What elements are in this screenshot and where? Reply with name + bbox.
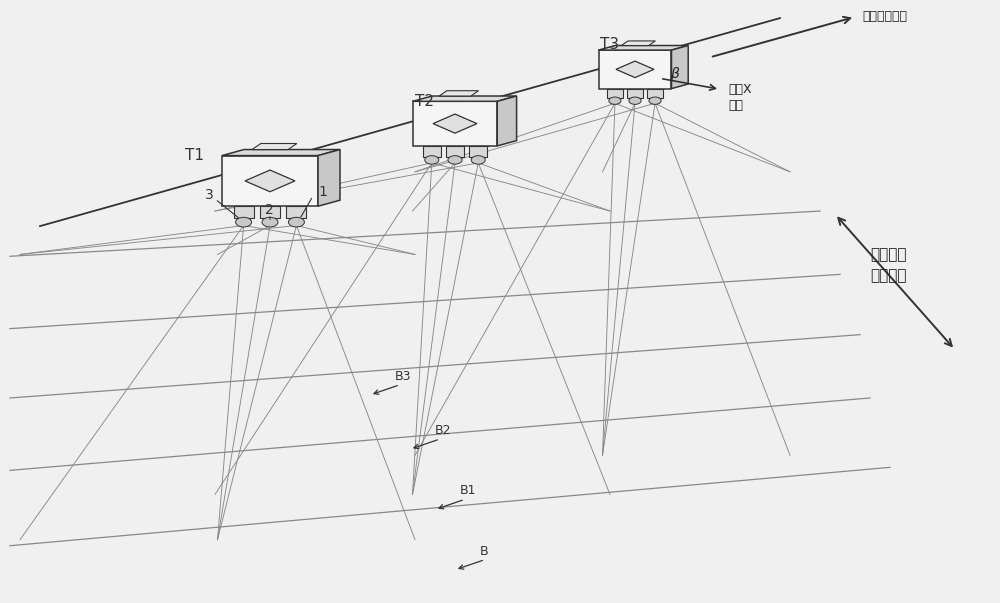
- Polygon shape: [222, 150, 340, 156]
- Text: B3: B3: [395, 370, 412, 383]
- Circle shape: [649, 97, 661, 104]
- Text: 宽幅拼接: 宽幅拼接: [870, 247, 906, 262]
- Polygon shape: [286, 206, 306, 218]
- Circle shape: [288, 217, 304, 227]
- Text: T2: T2: [415, 93, 434, 109]
- Polygon shape: [234, 206, 254, 218]
- Text: 1: 1: [318, 185, 327, 199]
- Circle shape: [236, 217, 252, 227]
- Polygon shape: [222, 156, 318, 206]
- Text: T3: T3: [600, 37, 619, 52]
- Polygon shape: [423, 146, 441, 157]
- Text: 成像幅宽: 成像幅宽: [870, 268, 906, 283]
- Text: B: B: [480, 545, 489, 558]
- Text: T1: T1: [185, 148, 204, 163]
- Polygon shape: [627, 89, 643, 98]
- Polygon shape: [413, 96, 517, 101]
- Text: 卫星飞行方向: 卫星飞行方向: [862, 10, 907, 24]
- Polygon shape: [469, 146, 487, 157]
- Polygon shape: [413, 101, 497, 146]
- Polygon shape: [621, 41, 655, 45]
- Polygon shape: [607, 89, 623, 98]
- Text: 2: 2: [265, 203, 274, 217]
- Polygon shape: [616, 61, 654, 78]
- Polygon shape: [446, 146, 464, 157]
- Polygon shape: [599, 45, 688, 50]
- Polygon shape: [433, 114, 477, 133]
- Polygon shape: [647, 89, 663, 98]
- Text: 3: 3: [205, 188, 214, 202]
- Polygon shape: [318, 150, 340, 206]
- Circle shape: [425, 156, 439, 164]
- Circle shape: [629, 97, 641, 104]
- Polygon shape: [245, 170, 295, 192]
- Polygon shape: [260, 206, 280, 218]
- Polygon shape: [599, 50, 671, 89]
- Polygon shape: [671, 45, 688, 89]
- Circle shape: [448, 156, 462, 164]
- Circle shape: [262, 217, 278, 227]
- Text: β: β: [670, 68, 679, 81]
- Text: B2: B2: [435, 424, 452, 437]
- Polygon shape: [439, 90, 479, 96]
- Text: B1: B1: [460, 484, 477, 497]
- Text: 轴向: 轴向: [728, 98, 743, 112]
- Polygon shape: [252, 144, 297, 150]
- Circle shape: [609, 97, 621, 104]
- Text: 星体X: 星体X: [728, 83, 752, 96]
- Polygon shape: [497, 96, 517, 146]
- Circle shape: [471, 156, 485, 164]
